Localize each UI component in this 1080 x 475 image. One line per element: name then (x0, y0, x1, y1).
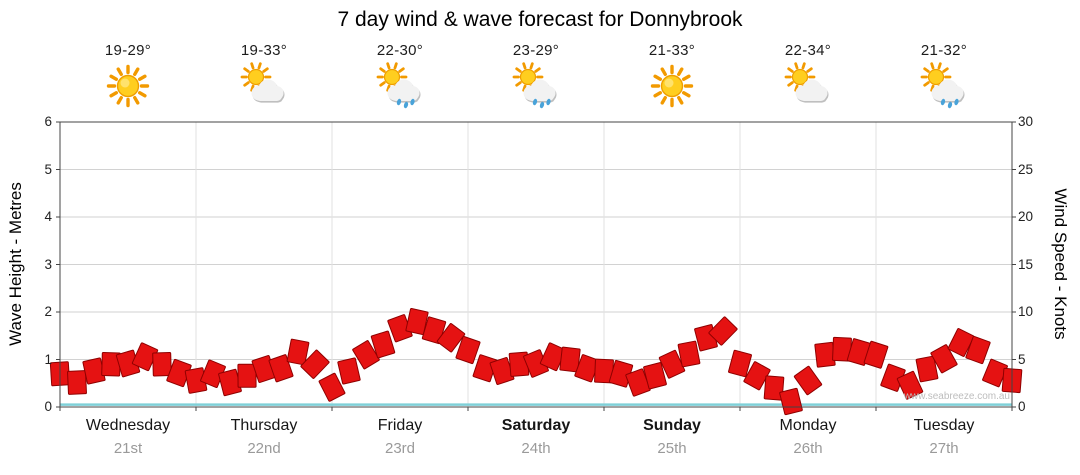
day-header-thursday: 19-33° (196, 42, 332, 112)
x-label-tuesday: Tuesday 27th (876, 417, 1012, 457)
y-tick-left: 4 (44, 209, 52, 224)
y-tick-right: 15 (1018, 256, 1034, 272)
weather-icon-showers (876, 62, 1012, 112)
day-temp-range: 22-34° (784, 42, 832, 59)
weather-icon-sunny (604, 62, 740, 112)
day-name-label: Saturday (501, 417, 571, 434)
y-tick-left: 2 (44, 304, 52, 319)
weather-icon-partly-cloudy (740, 62, 876, 112)
y-tick-left: 3 (44, 256, 52, 272)
watermark: www.seabreeze.com.au (903, 391, 1010, 402)
y-tick-left: 0 (44, 399, 52, 414)
day-header-wednesday: 19-29° (60, 42, 196, 112)
day-temp-range: 22-30° (376, 42, 424, 59)
day-name-label: Wednesday (85, 417, 171, 434)
day-date-label: 25th (657, 440, 687, 457)
y-tick-left: 1 (44, 351, 52, 367)
day-temp-range: 21-32° (920, 42, 968, 59)
day-name-label: Monday (779, 417, 837, 434)
day-date-label: 21st (113, 440, 143, 457)
y-tick-right: 0 (1018, 399, 1026, 414)
weather-icon-showers (468, 62, 604, 112)
day-date-label: 24th (521, 440, 551, 457)
x-label-thursday: Thursday 22nd (196, 417, 332, 457)
y-tick-right: 30 (1018, 114, 1034, 129)
x-label-sunday: Sunday 25th (604, 417, 740, 457)
day-header-friday: 22-30° (332, 42, 468, 112)
x-label-wednesday: Wednesday 21st (60, 417, 196, 457)
day-name-label: Friday (377, 417, 423, 434)
weather-icon-showers (332, 62, 468, 112)
y-tick-right: 5 (1018, 351, 1026, 367)
day-name-label: Sunday (643, 417, 701, 434)
day-header-sunday: 21-33° (604, 42, 740, 112)
x-label-monday: Monday 26th (740, 417, 876, 457)
day-date-label: 27th (929, 440, 959, 457)
y-tick-left: 6 (44, 114, 52, 129)
day-header-tuesday: 21-32° (876, 42, 1012, 112)
y-tick-right: 25 (1018, 161, 1034, 177)
day-name-label: Tuesday (913, 417, 975, 434)
day-temp-range: 21-33° (648, 42, 696, 59)
day-temp-range: 19-29° (104, 42, 152, 59)
y-tick-left: 5 (44, 161, 52, 177)
day-date-label: 22nd (247, 440, 281, 457)
day-date-label: 26th (793, 440, 823, 457)
day-name-label: Thursday (230, 417, 298, 434)
day-temp-range: 19-33° (240, 42, 288, 59)
weather-icon-partly-cloudy (196, 62, 332, 112)
page-title: 7 day wind & wave forecast for Donnybroo… (337, 8, 743, 31)
x-label-friday: Friday 23rd (332, 417, 468, 457)
day-header-saturday: 23-29° (468, 42, 604, 112)
y-tick-right: 10 (1018, 304, 1034, 319)
day-header-monday: 22-34° (740, 42, 876, 112)
x-label-saturday: Saturday 24th (468, 417, 604, 457)
day-temp-range: 23-29° (512, 42, 560, 59)
weather-icon-sunny (60, 62, 196, 112)
day-date-label: 23rd (384, 440, 416, 457)
y-tick-right: 20 (1018, 209, 1034, 224)
